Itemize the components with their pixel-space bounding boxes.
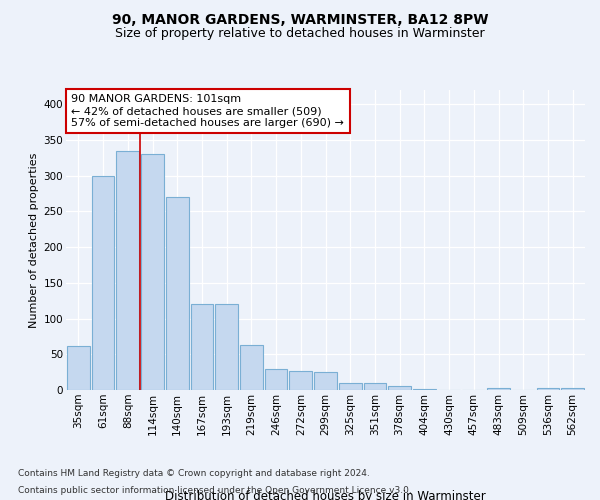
Bar [388,386,411,390]
Bar [536,388,559,390]
Bar [561,388,584,390]
Bar [191,304,213,390]
Bar [339,383,362,390]
Bar [116,150,139,390]
Text: 90, MANOR GARDENS, WARMINSTER, BA12 8PW: 90, MANOR GARDENS, WARMINSTER, BA12 8PW [112,12,488,26]
Text: Contains HM Land Registry data © Crown copyright and database right 2024.: Contains HM Land Registry data © Crown c… [18,468,370,477]
Bar [141,154,164,390]
Bar [166,197,188,390]
Bar [413,388,436,390]
Bar [487,388,510,390]
Text: 90 MANOR GARDENS: 101sqm
← 42% of detached houses are smaller (509)
57% of semi-: 90 MANOR GARDENS: 101sqm ← 42% of detach… [71,94,344,128]
Bar [289,370,312,390]
Bar [314,372,337,390]
Bar [67,346,90,390]
Bar [92,176,115,390]
Text: Size of property relative to detached houses in Warminster: Size of property relative to detached ho… [115,28,485,40]
X-axis label: Distribution of detached houses by size in Warminster: Distribution of detached houses by size … [165,490,486,500]
Bar [265,368,287,390]
Y-axis label: Number of detached properties: Number of detached properties [29,152,40,328]
Bar [364,383,386,390]
Bar [215,304,238,390]
Bar [240,345,263,390]
Text: Contains public sector information licensed under the Open Government Licence v3: Contains public sector information licen… [18,486,412,495]
